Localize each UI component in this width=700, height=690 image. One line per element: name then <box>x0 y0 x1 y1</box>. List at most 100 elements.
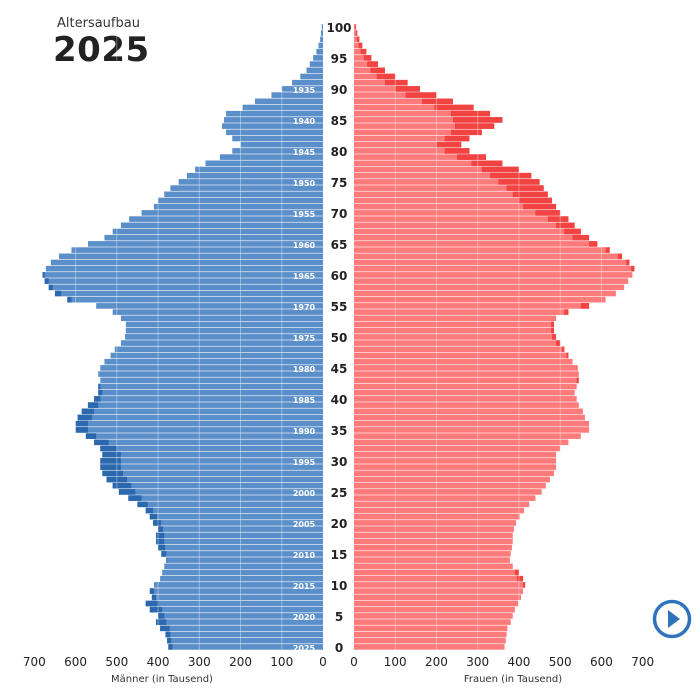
male-surplus-bar <box>155 538 165 545</box>
female-surplus-bar <box>436 141 462 148</box>
female-surplus-bar <box>355 24 357 30</box>
age-tick-label: 65 <box>331 238 348 252</box>
birth-year-label: 1960 <box>293 241 316 250</box>
male-bar <box>158 526 323 532</box>
male-bar <box>149 588 323 594</box>
female-surplus-bar <box>589 241 598 247</box>
age-tick-label: 60 <box>331 269 348 283</box>
age-tick-label: 50 <box>331 331 348 345</box>
female-surplus-bar <box>405 92 437 98</box>
female-bar <box>354 265 635 272</box>
female-bar <box>354 247 610 253</box>
male-bar <box>94 439 323 446</box>
female-bar <box>354 278 629 284</box>
female-surplus-bar <box>523 582 526 588</box>
age-tick-label: 5 <box>335 610 343 624</box>
female-bar <box>354 48 367 55</box>
female-surplus-bar <box>617 253 623 260</box>
female-bar <box>354 234 590 241</box>
male-bar <box>120 340 323 346</box>
female-surplus-bar <box>356 36 360 43</box>
female-bar <box>354 340 561 346</box>
male-surplus-bar <box>151 594 156 601</box>
female-bar <box>354 179 540 185</box>
female-bar <box>354 123 495 129</box>
female-bar <box>354 166 519 173</box>
age-tick-label: 85 <box>331 114 348 128</box>
male-x-tick-label: 200 <box>229 655 252 669</box>
female-surplus-bar <box>547 216 569 222</box>
male-surplus-bar <box>81 408 95 415</box>
age-tick-label: 35 <box>331 424 348 438</box>
female-surplus-bar <box>457 154 486 160</box>
male-bar <box>186 172 323 179</box>
male-bar <box>125 321 323 328</box>
female-bar <box>354 501 530 508</box>
female-bar <box>354 402 579 408</box>
male-surplus-bar <box>54 290 62 297</box>
female-x-tick-label: 200 <box>425 655 448 669</box>
male-bar <box>254 98 323 105</box>
female-bar <box>354 507 524 514</box>
male-surplus-bar <box>149 513 158 520</box>
female-bar <box>354 569 519 576</box>
male-bar <box>162 569 323 576</box>
female-surplus-bar <box>490 172 532 179</box>
female-bar <box>354 73 396 80</box>
male-x-tick-label: 100 <box>270 655 293 669</box>
male-bar <box>271 92 323 98</box>
age-tick-label: 90 <box>331 83 348 97</box>
play-button[interactable] <box>652 599 692 639</box>
male-surplus-bar <box>160 625 170 632</box>
male-bar <box>110 352 323 359</box>
female-bar <box>354 420 590 427</box>
male-bar <box>153 520 323 526</box>
male-surplus-bar <box>75 420 88 427</box>
male-bar <box>321 24 323 30</box>
male-bar <box>141 210 323 216</box>
female-bar <box>354 110 491 117</box>
chart-subtitle: Altersaufbau <box>57 16 140 31</box>
female-bar <box>354 631 507 638</box>
male-surplus-bar <box>87 402 99 408</box>
female-bar <box>354 55 372 61</box>
female-surplus-bar <box>356 30 358 36</box>
female-bar <box>354 489 542 495</box>
female-surplus-bar <box>384 79 408 86</box>
male-surplus-bar <box>67 296 72 303</box>
male-bar <box>167 637 323 644</box>
female-bar <box>354 476 550 483</box>
female-bar <box>354 104 474 111</box>
female-bar <box>354 36 360 43</box>
female-bar <box>354 389 575 396</box>
female-bar <box>354 296 606 303</box>
female-bar <box>354 24 357 30</box>
male-bar <box>94 396 323 402</box>
male-surplus-bar <box>128 495 142 501</box>
female-bar <box>354 445 561 452</box>
male-surplus-bar <box>168 644 173 650</box>
male-x-tick-label: 500 <box>105 655 128 669</box>
birth-year-label: 2015 <box>293 582 316 591</box>
male-x-tick-label: 700 <box>23 655 46 669</box>
female-bar <box>354 334 557 340</box>
birth-year-label: 1985 <box>293 396 316 405</box>
female-bar <box>354 538 513 545</box>
female-bar <box>354 464 557 470</box>
male-surplus-bar <box>161 551 167 557</box>
birth-year-label: 2025 <box>293 644 316 653</box>
female-bar <box>354 228 581 235</box>
male-surplus-bar <box>94 439 109 446</box>
female-bar <box>354 383 577 390</box>
age-tick-label: 55 <box>331 300 348 314</box>
female-surplus-bar <box>631 265 635 272</box>
male-bar <box>168 644 323 650</box>
female-bar <box>354 272 633 278</box>
male-surplus-bar <box>102 451 121 458</box>
male-bar <box>153 582 323 588</box>
male-bar <box>128 495 323 501</box>
male-bar <box>313 55 323 61</box>
female-surplus-bar <box>605 247 610 253</box>
female-bar <box>354 160 503 167</box>
female-surplus-bar <box>576 377 579 384</box>
